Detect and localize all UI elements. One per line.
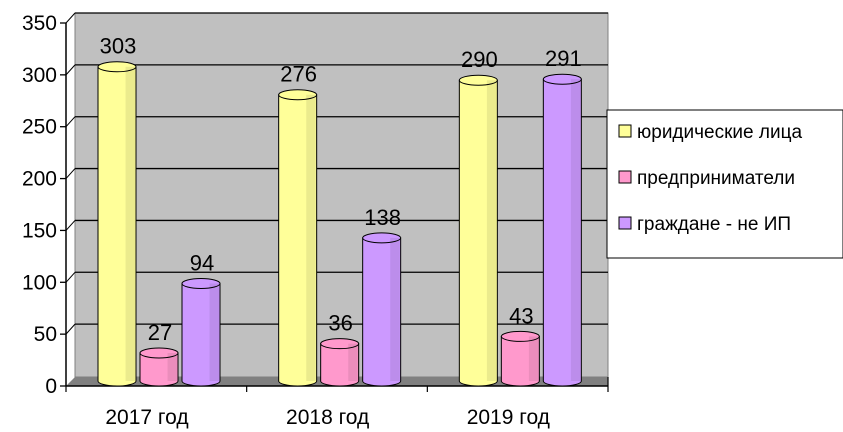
- bar-top: [278, 89, 318, 101]
- legend-swatch: [618, 124, 632, 138]
- bar-shade: [570, 79, 581, 381]
- y-tick-label: 300: [22, 64, 57, 87]
- data-label: 290: [461, 47, 498, 72]
- bar-top: [458, 74, 498, 86]
- y-tick-label: 0: [45, 375, 57, 398]
- data-label: 138: [364, 205, 401, 230]
- bar-body: [500, 335, 540, 387]
- legend-label: предприниматели: [637, 168, 795, 189]
- bar-body: [458, 79, 498, 387]
- data-label: 43: [509, 303, 533, 328]
- bar-shade: [125, 66, 136, 381]
- legend-label: юридические лица: [637, 122, 802, 143]
- bar-shade: [486, 80, 497, 381]
- bar-top: [139, 347, 179, 359]
- bar-top: [362, 232, 402, 244]
- bar-top: [320, 338, 360, 350]
- bar-shade: [348, 343, 358, 381]
- data-label: 276: [280, 62, 317, 87]
- bar-body: [139, 352, 179, 387]
- bar-top: [500, 330, 540, 342]
- y-axis-ticks: 0 50 100 150 200 250 300 350: [22, 12, 66, 398]
- bar-top: [181, 278, 221, 290]
- legend: юридические лица предприниматели граждане …: [606, 109, 843, 259]
- x-category-label: 2019 год: [467, 406, 550, 429]
- gridline-side: [65, 116, 76, 128]
- x-category-label: 2018 год: [286, 406, 369, 429]
- legend-box: [606, 109, 843, 259]
- y-tick-label: 50: [34, 323, 57, 346]
- y-tick-label: 350: [22, 12, 57, 35]
- bar-body: [362, 237, 402, 387]
- y-tick-label: 100: [22, 271, 57, 294]
- bar-body: [181, 283, 221, 387]
- data-label: 291: [545, 46, 582, 71]
- gridline-side: [65, 323, 76, 335]
- bar-shade: [306, 94, 316, 382]
- gridline-side: [65, 12, 76, 24]
- data-label: 303: [100, 34, 137, 59]
- legend-swatch: [618, 216, 632, 230]
- x-axis-categories: 2017 год 2018 год 2019 год: [65, 386, 609, 429]
- x-category-label: 2017 год: [105, 406, 188, 429]
- gridline-side: [65, 220, 76, 231]
- gridline-side: [65, 271, 76, 283]
- bar-shade: [528, 336, 539, 381]
- data-labels: 303 27 94 276 36 138 290 43 291: [100, 34, 582, 345]
- gridlines: [65, 12, 608, 335]
- bars: [97, 61, 582, 387]
- bar-shade: [390, 237, 400, 381]
- bar-body: [97, 66, 137, 387]
- gridline-side: [65, 64, 76, 76]
- bar-shade: [167, 352, 178, 381]
- legend-label: граждане - не ИП: [637, 214, 791, 235]
- bar-shade: [209, 283, 220, 381]
- bar-body: [278, 94, 318, 387]
- y-tick-label: 150: [22, 219, 57, 242]
- y-tick-label: 250: [22, 116, 57, 139]
- bar-top: [97, 61, 137, 73]
- bar-top: [542, 73, 582, 85]
- gridline-side: [65, 168, 76, 179]
- data-label: 27: [148, 320, 172, 345]
- bar-body: [542, 78, 582, 387]
- bar-body: [320, 343, 360, 387]
- y-tick-label: 200: [22, 168, 57, 191]
- legend-swatch: [618, 170, 632, 184]
- data-label: 94: [190, 251, 214, 276]
- data-label: 36: [328, 311, 352, 336]
